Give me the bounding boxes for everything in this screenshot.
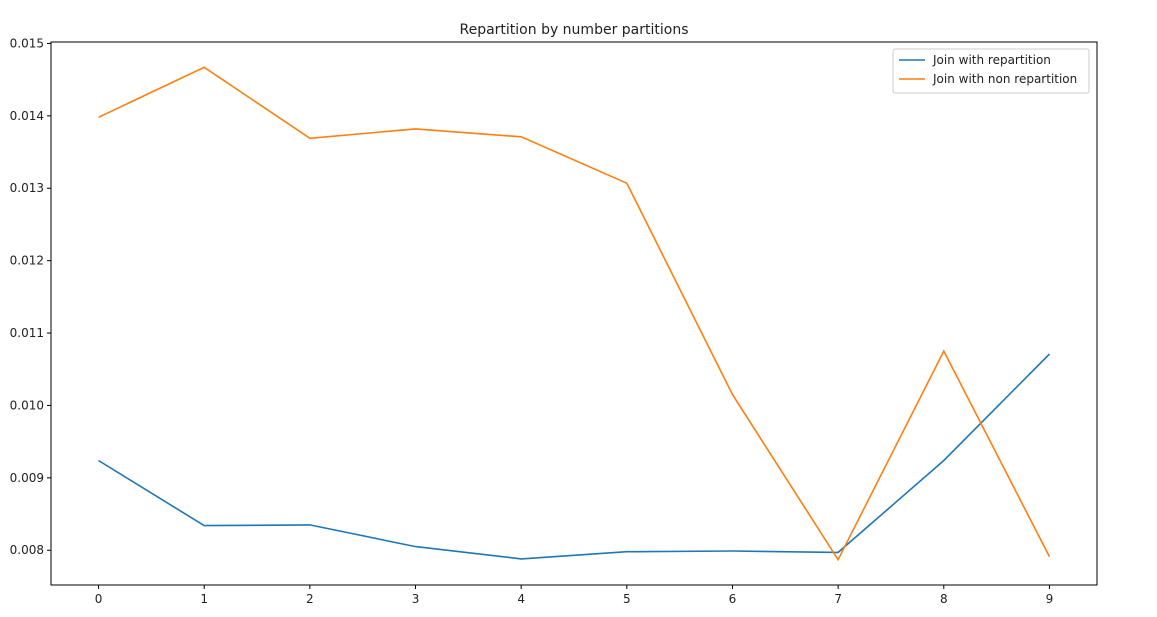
- series-line-2: [98, 66, 1051, 562]
- y-tick-label: 0.010: [10, 398, 44, 412]
- series-line-1: [98, 353, 1051, 560]
- axes-ticks: 0 1 2 3 4 5 6 7 8 9 0.008 0.009 0.010 0.011 0.012 0.013…: [10, 36, 1054, 606]
- y-tick-label: 0.008: [10, 543, 44, 557]
- x-tick-label: 8: [940, 592, 948, 606]
- legend-label: Join with non repartition: [932, 72, 1077, 86]
- x-tick-label: 5: [623, 592, 631, 606]
- y-tick-label: 0.011: [10, 326, 44, 340]
- legend: Join with repartition Join with non repar…: [892, 48, 1090, 94]
- x-tick-label: 4: [517, 592, 525, 606]
- x-tick-label: 2: [306, 592, 314, 606]
- y-tick-label: 0.013: [10, 181, 44, 195]
- y-tick-label: 0.015: [10, 36, 44, 50]
- plot-frame: [50, 41, 1098, 586]
- x-tick-label: 3: [412, 592, 420, 606]
- chart-title: Repartition by number partitions: [459, 22, 688, 38]
- y-tick-label: 0.012: [10, 254, 44, 268]
- x-tick-label: 9: [1046, 592, 1054, 606]
- x-tick-label: 0: [95, 592, 103, 606]
- legend-box: [892, 48, 1090, 94]
- x-tick-label: 6: [729, 592, 737, 606]
- y-tick-label: 0.014: [10, 109, 44, 123]
- series-lines: [98, 66, 1051, 562]
- legend-label: Join with repartition: [932, 53, 1051, 67]
- x-tick-label: 7: [834, 592, 842, 606]
- x-tick-label: 1: [200, 592, 208, 606]
- y-tick-label: 0.009: [10, 471, 44, 485]
